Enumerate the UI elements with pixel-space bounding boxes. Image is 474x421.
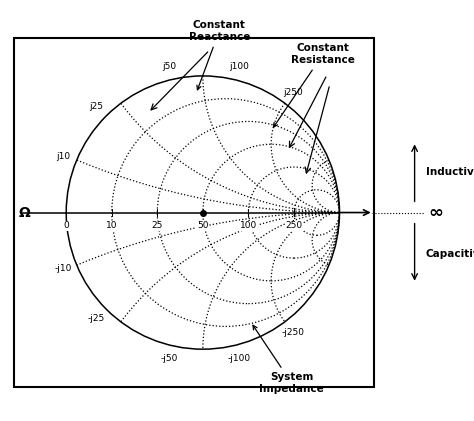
Text: 50: 50 <box>197 221 209 230</box>
Text: j25: j25 <box>90 102 104 111</box>
Text: Constant
Reactance: Constant Reactance <box>189 20 250 90</box>
Text: -j10: -j10 <box>55 264 72 273</box>
Bar <box>14 37 374 387</box>
Text: Constant
Resistance: Constant Resistance <box>273 43 355 127</box>
Text: -j50: -j50 <box>160 354 178 363</box>
Text: Inductive: Inductive <box>426 167 474 176</box>
Text: 250: 250 <box>285 221 302 230</box>
Text: -j250: -j250 <box>282 328 305 337</box>
Text: Ω: Ω <box>18 205 30 219</box>
Text: ∞: ∞ <box>428 203 443 221</box>
Text: -j25: -j25 <box>88 314 105 323</box>
Text: j250: j250 <box>283 88 303 97</box>
Text: 25: 25 <box>152 221 163 230</box>
Text: j10: j10 <box>56 152 71 161</box>
Text: 0: 0 <box>64 221 69 230</box>
Text: 10: 10 <box>106 221 118 230</box>
Text: Capacitive: Capacitive <box>426 248 474 258</box>
Text: j100: j100 <box>229 62 249 71</box>
Text: System
Impedance: System Impedance <box>253 325 324 394</box>
Text: -j100: -j100 <box>228 354 251 363</box>
Text: j50: j50 <box>162 61 176 71</box>
Text: 100: 100 <box>240 221 257 230</box>
